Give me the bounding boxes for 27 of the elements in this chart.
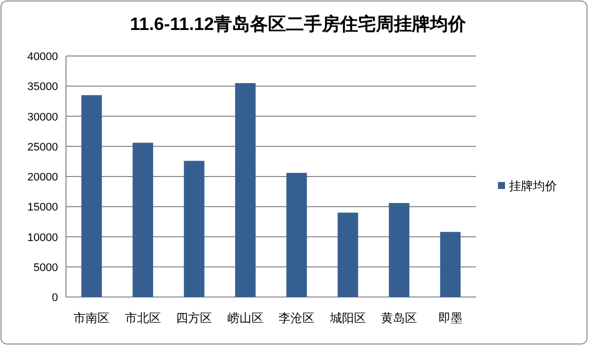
bar bbox=[132, 142, 154, 297]
bar bbox=[338, 212, 358, 297]
bar bbox=[235, 83, 256, 297]
x-tick-label: 市南区 bbox=[74, 311, 110, 325]
x-tick-label: 崂山区 bbox=[227, 311, 264, 325]
y-tick-label: 5000 bbox=[34, 262, 58, 274]
y-tick-label: 30000 bbox=[27, 111, 58, 124]
x-tick-label: 黄岛区 bbox=[381, 311, 418, 325]
x-tick-label: 市北区 bbox=[124, 311, 161, 325]
y-tick-label: 35000 bbox=[27, 81, 58, 94]
bar bbox=[440, 232, 461, 297]
x-tick-label: 即墨 bbox=[438, 311, 462, 325]
y-tick-label: 15000 bbox=[27, 202, 58, 214]
chart-title: 11.6-11.12青岛各区二手房住宅周挂牌均价 bbox=[130, 14, 468, 34]
y-tick-label: 40000 bbox=[27, 51, 58, 63]
y-tick-label: 25000 bbox=[27, 141, 58, 154]
x-tick-label: 城阳区 bbox=[328, 311, 366, 325]
x-tick-label: 四方区 bbox=[176, 311, 212, 325]
bar bbox=[81, 95, 102, 297]
bar bbox=[388, 203, 410, 297]
y-tick-label: 0 bbox=[52, 292, 58, 304]
y-tick-label: 20000 bbox=[27, 172, 58, 184]
bar bbox=[286, 172, 307, 297]
y-tick-label: 10000 bbox=[27, 232, 58, 244]
legend-label: 挂牌均价 bbox=[509, 179, 557, 193]
bar bbox=[184, 160, 204, 297]
x-tick-label: 李沧区 bbox=[278, 311, 315, 325]
